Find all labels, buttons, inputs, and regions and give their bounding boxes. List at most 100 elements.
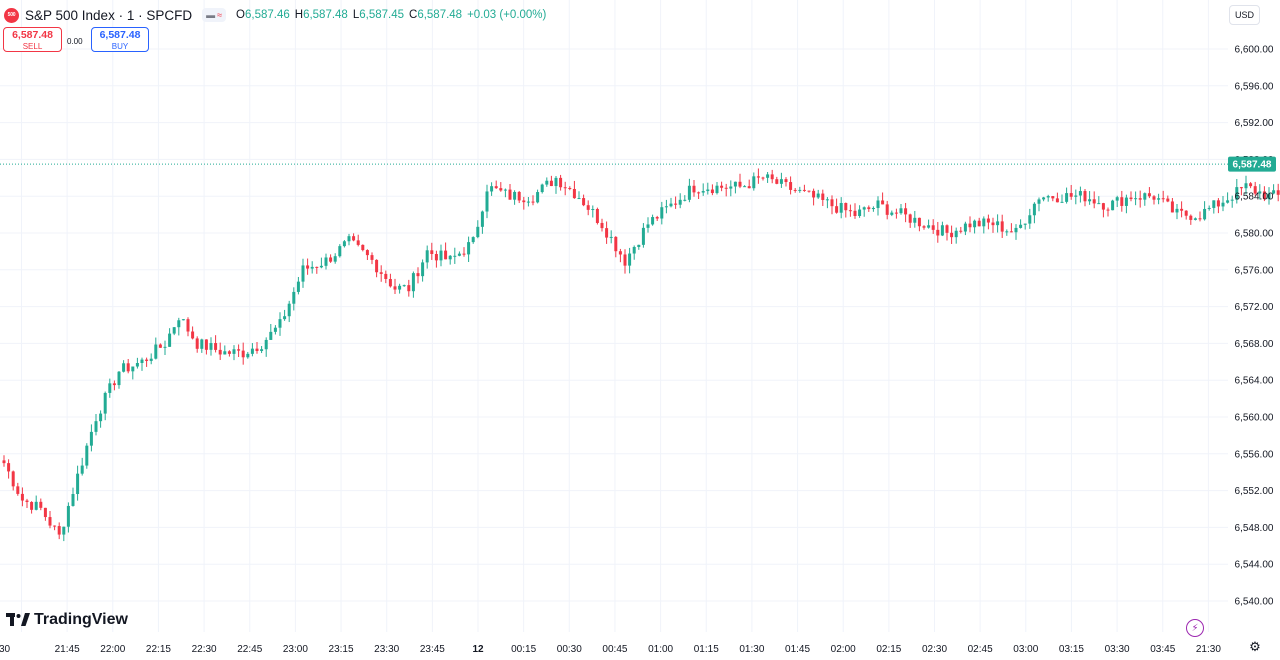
candle-body xyxy=(20,493,24,501)
candle-body xyxy=(425,250,429,263)
candle-body xyxy=(1138,198,1142,200)
open-label: O xyxy=(236,9,245,21)
candle-body xyxy=(388,278,392,287)
candle-body xyxy=(835,206,839,213)
candle-body xyxy=(678,199,682,205)
candle-body xyxy=(131,366,135,372)
candle-body xyxy=(76,473,80,495)
time-tick-label: 21:45 xyxy=(55,644,80,655)
buy-button[interactable]: 6,587.48 BUY xyxy=(91,27,149,52)
candle-body xyxy=(522,200,526,203)
candle-body xyxy=(1014,227,1018,233)
candle-body xyxy=(715,185,719,194)
candle-body xyxy=(1134,198,1138,200)
currency-selector[interactable]: USD xyxy=(1229,5,1260,25)
time-tick-label: 02:45 xyxy=(968,644,993,655)
candle-body xyxy=(1198,218,1202,220)
candle-body xyxy=(595,209,599,223)
candle-body xyxy=(1143,193,1147,200)
candle-body xyxy=(830,199,834,207)
lightning-icon[interactable]: ⚡ xyxy=(1186,619,1204,637)
candle-body xyxy=(733,181,737,187)
time-tick-label: 22:15 xyxy=(146,644,171,655)
candle-body xyxy=(577,198,581,200)
candle-body xyxy=(908,214,912,223)
candle-body xyxy=(876,200,880,208)
candle-body xyxy=(1060,201,1064,203)
candle-body xyxy=(1189,215,1193,220)
candle-body xyxy=(692,185,696,193)
symbol-title[interactable]: S&P 500 Index · 1 · SPCFD xyxy=(25,7,193,23)
candle-body xyxy=(821,193,825,200)
candle-body xyxy=(559,177,563,188)
tradingview-logo[interactable]: TradingView xyxy=(6,611,128,629)
candle-body xyxy=(982,218,986,227)
candle-body xyxy=(172,327,176,334)
price-tick-label: 6,596.00 xyxy=(1235,81,1274,92)
candle-body xyxy=(1055,198,1059,203)
candle-body xyxy=(117,371,121,386)
price-tick-label: 6,592.00 xyxy=(1235,118,1274,129)
candle-body xyxy=(1120,197,1124,206)
time-tick-label: 30 xyxy=(0,644,10,655)
candle-body xyxy=(1147,193,1151,197)
candle-body xyxy=(600,222,604,229)
candle-body xyxy=(292,291,296,304)
candle-body xyxy=(628,253,632,266)
sell-price: 6,587.48 xyxy=(12,29,53,41)
time-tick-label: 02:30 xyxy=(922,644,947,655)
candle-body xyxy=(563,187,567,189)
candle-body xyxy=(53,525,57,527)
candle-body xyxy=(1092,199,1096,204)
time-tick-label: 03:30 xyxy=(1105,644,1130,655)
time-tick-label: 02:15 xyxy=(876,644,901,655)
line-chart-icon[interactable]: ▬ xyxy=(206,10,216,20)
candle-body xyxy=(227,351,231,354)
candle-body xyxy=(862,207,866,210)
waves-icon[interactable]: ≈ xyxy=(217,10,223,20)
candle-body xyxy=(319,265,323,268)
candle-body xyxy=(646,224,650,228)
candle-body xyxy=(1042,197,1046,200)
candle-body xyxy=(591,209,595,211)
candle-body xyxy=(729,186,733,189)
candle-body xyxy=(398,285,402,290)
gear-icon[interactable]: ⚙ xyxy=(1249,639,1261,654)
candle-body xyxy=(816,193,820,198)
close-value: 6,587.48 xyxy=(417,9,463,21)
candle-body xyxy=(379,272,383,274)
candle-body xyxy=(1184,210,1188,216)
candle-body xyxy=(770,174,774,180)
candle-body xyxy=(793,189,797,191)
candle-body xyxy=(724,187,728,189)
candle-body xyxy=(218,349,222,355)
candle-body xyxy=(1051,196,1055,199)
candle-body xyxy=(807,190,811,192)
time-axis[interactable]: 30 21:45 22:00 22:15 22:30 22:45 23:00 23:15 23:… xyxy=(0,644,1221,655)
candle-body xyxy=(264,339,268,350)
candle-body xyxy=(158,344,162,348)
candle-body xyxy=(936,229,940,236)
candle-body xyxy=(1253,186,1257,194)
candle-body xyxy=(756,176,760,178)
chart-grid xyxy=(0,0,1228,632)
candle-body xyxy=(71,494,75,506)
price-tick-label: 6,568.00 xyxy=(1235,339,1274,350)
candle-body xyxy=(250,348,254,354)
candle-body xyxy=(1226,200,1230,203)
price-axis[interactable]: 6,540.00 6,544.00 6,548.00 6,552.00 6,556.00… xyxy=(1235,45,1274,608)
candle-body xyxy=(462,253,466,255)
price-tick-label: 6,540.00 xyxy=(1235,597,1274,608)
candle-body xyxy=(214,343,218,350)
time-tick-label: 23:15 xyxy=(329,644,354,655)
candle-body xyxy=(738,181,742,187)
candle-body xyxy=(85,445,89,466)
sell-button[interactable]: 6,587.48 SELL xyxy=(3,27,62,52)
candle-body xyxy=(324,257,328,266)
chart-controls[interactable]: ▬ ≈ xyxy=(202,8,227,22)
price-tick-label: 6,580.00 xyxy=(1235,229,1274,240)
candle-body xyxy=(568,187,572,189)
candle-body xyxy=(1207,207,1211,209)
candle-body xyxy=(1221,202,1225,207)
